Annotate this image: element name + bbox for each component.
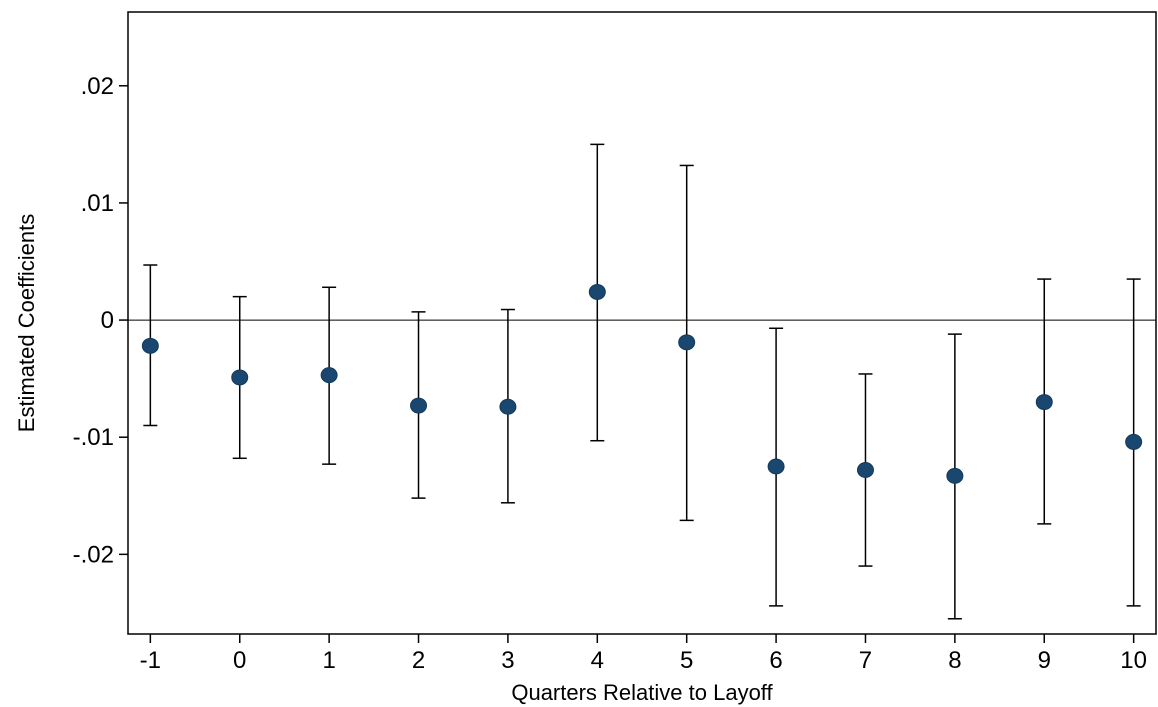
coefficient-point — [1125, 433, 1143, 450]
x-tick-label: 1 — [322, 647, 335, 674]
y-axis-title: Estimated Coefficients — [14, 214, 39, 432]
x-tick-label: 7 — [859, 647, 872, 674]
x-tick-label: 8 — [948, 647, 961, 674]
coefficient-point — [499, 398, 517, 415]
x-tick-label: 10 — [1120, 647, 1147, 674]
error-bars — [143, 143, 1141, 620]
x-tick-label: 2 — [412, 647, 425, 674]
coefficient-point — [320, 367, 338, 384]
x-tick-label: 4 — [591, 647, 604, 674]
y-axis-ticks: -.02 -.01 0 .01 .02 — [73, 73, 128, 568]
y-tick-label: 0 — [101, 307, 114, 334]
coefficient-point — [141, 337, 159, 354]
x-tick-label: 6 — [769, 647, 782, 674]
coefficient-point — [856, 462, 874, 479]
coefficient-point — [946, 467, 964, 484]
x-axis-ticks: -1 0 1 2 3 4 5 6 7 8 9 10 — [140, 634, 1147, 674]
x-tick-label: 5 — [680, 647, 693, 674]
x-tick-label: 0 — [233, 647, 246, 674]
y-tick-label: .02 — [81, 73, 114, 100]
x-axis-title: Quarters Relative to Layoff — [511, 680, 773, 705]
y-tick-label: -.01 — [73, 424, 114, 451]
y-tick-label: .01 — [81, 190, 114, 217]
coefficient-point — [410, 397, 428, 414]
coefficient-point — [678, 334, 696, 351]
coefficient-point — [1035, 394, 1053, 411]
x-tick-label: -1 — [140, 647, 161, 674]
plot-frame — [127, 11, 1157, 635]
x-tick-label: 3 — [501, 647, 514, 674]
coefficient-point — [767, 458, 785, 475]
coefficient-points — [141, 283, 1143, 484]
coefficient-point — [588, 283, 606, 300]
x-tick-label: 9 — [1038, 647, 1051, 674]
coefficient-point — [231, 369, 249, 386]
y-tick-label: -.02 — [73, 541, 114, 568]
